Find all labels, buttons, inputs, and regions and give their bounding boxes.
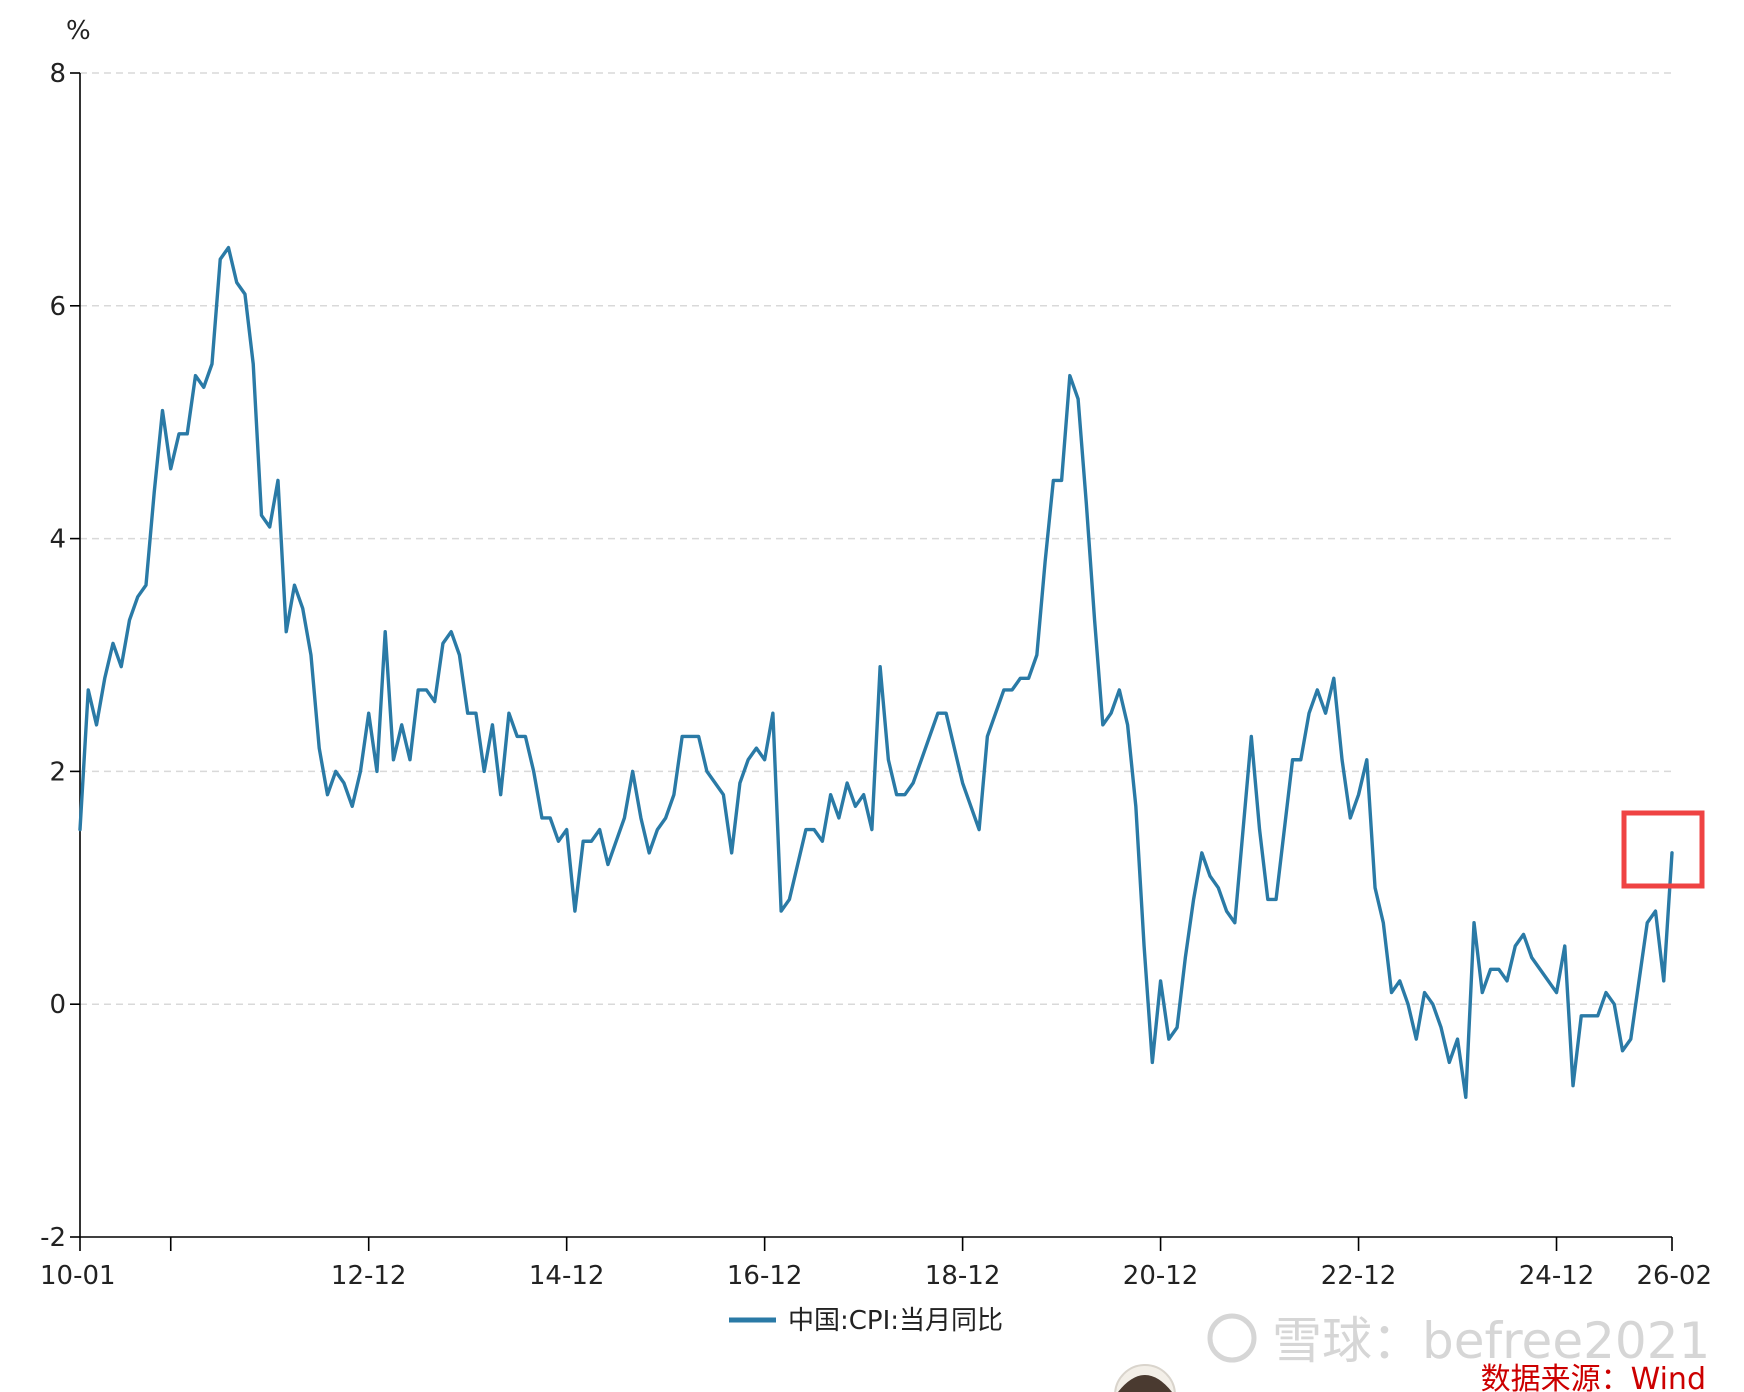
source-label: 数据来源：Wind: [1481, 1362, 1706, 1392]
xueqiu-logo-icon: [1207, 1313, 1257, 1363]
legend-label: 中国:CPI:当月同比: [788, 1306, 1003, 1336]
y-tick-label: 8: [49, 59, 66, 89]
y-tick-label: 6: [49, 292, 66, 322]
x-tick-label: 20-12: [1123, 1261, 1199, 1291]
watermark: 雪球：befree2021: [1207, 1312, 1710, 1370]
y-tick-label: 4: [49, 525, 66, 555]
x-tick-label: 10-01: [40, 1261, 116, 1291]
x-tick-label: 22-12: [1321, 1261, 1397, 1291]
cpi-series-line: [78, 245, 1674, 1100]
x-tick-label: 16-12: [727, 1261, 803, 1291]
axes: [79, 73, 1672, 1238]
legend: 中国:CPI:当月同比: [729, 1306, 1003, 1336]
series-layer: [78, 245, 1674, 1100]
x-ticks: 10-01 12-12 14-12 16-12 18-12 20-12 22-12 24-12…: [40, 1237, 1712, 1291]
y-tick-label: 2: [49, 757, 66, 787]
x-tick-label: 26-02: [1636, 1261, 1712, 1291]
avatar: [1114, 1364, 1176, 1392]
gridlines: [80, 72, 1672, 1005]
highlight-box: [1621, 810, 1705, 889]
x-tick-label: 14-12: [529, 1261, 605, 1291]
x-tick-label: 18-12: [925, 1261, 1001, 1291]
y-ticks: 8 6 4 2 0 -2: [40, 59, 80, 1253]
y-unit-label: %: [66, 16, 91, 46]
y-tick-label: -2: [40, 1223, 66, 1253]
x-tick-label: 24-12: [1519, 1261, 1595, 1291]
y-tick-label: 0: [49, 990, 66, 1020]
watermark-text: 雪球：befree2021: [1272, 1312, 1710, 1370]
x-tick-label: 12-12: [331, 1261, 407, 1291]
